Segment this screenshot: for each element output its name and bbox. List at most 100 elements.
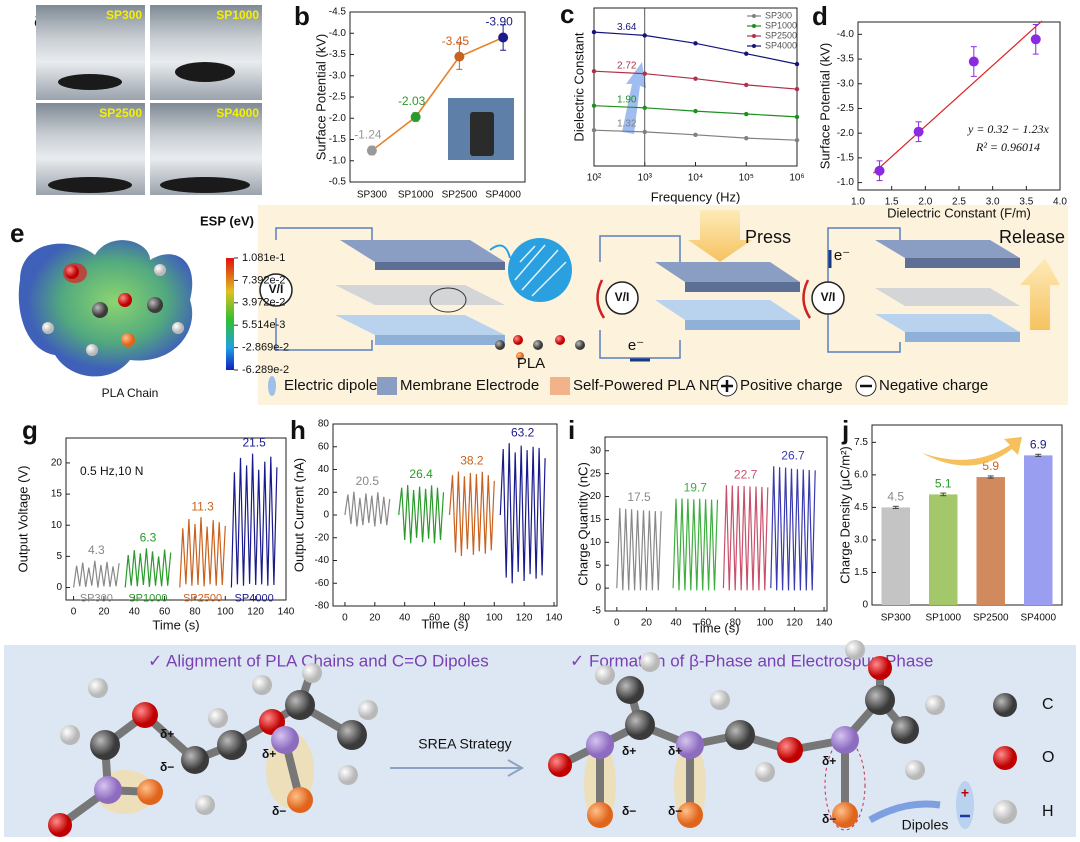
plot-frame xyxy=(857,21,1061,191)
plot-frame xyxy=(332,423,558,607)
atom xyxy=(868,656,892,680)
meter-label: V/I xyxy=(615,290,630,304)
atom xyxy=(676,731,704,759)
data-label: 5.1 xyxy=(935,476,952,490)
data-point xyxy=(498,32,509,43)
x-tick-label: 10² xyxy=(587,173,602,184)
y-axis-title: Dielectric Constant xyxy=(571,32,586,141)
colorbar-label: 5.514e-3 xyxy=(242,319,285,331)
release-arrow xyxy=(1020,258,1060,330)
y-tick-label: 0 xyxy=(56,582,62,593)
photo-sample xyxy=(160,177,250,193)
annotation: 0.5 Hz,10 N xyxy=(80,464,143,478)
atom xyxy=(252,675,272,695)
y-tick-label: -2.5 xyxy=(837,103,855,114)
x-tick-label: SP4000 xyxy=(1020,613,1056,624)
current-arrow xyxy=(596,279,606,319)
atom xyxy=(865,685,895,715)
y-tick-label: -5 xyxy=(592,606,601,617)
y-tick-label: -40 xyxy=(315,555,330,566)
atom xyxy=(616,676,644,704)
photo-label: SP2500 xyxy=(99,106,142,120)
x-tick-label: 40 xyxy=(129,607,141,618)
x-tick-label: 100 xyxy=(756,618,773,629)
plot-frame xyxy=(604,436,828,612)
data-point xyxy=(591,128,597,133)
x-tick-label: 10⁶ xyxy=(789,173,804,184)
y-tick-label: 3.0 xyxy=(854,535,868,546)
x-tick-label: SP300 xyxy=(357,190,387,201)
heading: ✓ Formation of β-Phase and Electrospun P… xyxy=(570,651,933,670)
x-tick-label: 100 xyxy=(486,613,503,624)
atom xyxy=(302,663,322,683)
peak-label: 63.2 xyxy=(511,425,535,439)
atom xyxy=(88,678,108,698)
atom xyxy=(832,802,858,828)
atom xyxy=(172,322,184,334)
atom xyxy=(338,765,358,785)
data-line xyxy=(124,548,172,588)
data-line xyxy=(770,466,816,591)
strategy-label: SREA Strategy xyxy=(418,736,511,752)
data-point xyxy=(693,132,698,138)
data-point xyxy=(794,114,800,120)
x-tick-label: 2.0 xyxy=(918,197,932,208)
data-point xyxy=(591,69,597,74)
y-axis-title: Charge Density (μC/m²) xyxy=(837,446,852,584)
panel-label: h xyxy=(290,415,306,445)
meter xyxy=(605,281,639,315)
data-point xyxy=(642,129,647,135)
atom xyxy=(831,726,859,754)
bond xyxy=(596,670,884,815)
x-tick-label: 60 xyxy=(429,613,441,624)
electrode xyxy=(685,320,800,330)
data-label: -1.24 xyxy=(354,128,382,142)
x-tick-label: 0 xyxy=(71,607,77,618)
x-tick-label: 60 xyxy=(159,607,171,618)
delta-label: δ− xyxy=(272,804,286,818)
delta-label: δ+ xyxy=(822,754,836,768)
data-line xyxy=(398,484,445,544)
x-tick-label: 1.0 xyxy=(851,197,865,208)
y-tick-label: -2.0 xyxy=(329,113,347,124)
atom xyxy=(905,760,925,780)
data-point xyxy=(454,51,465,62)
atom xyxy=(271,726,299,754)
peak-label: 11.3 xyxy=(191,499,214,513)
atom xyxy=(60,725,80,745)
x-tick-label: SP2500 xyxy=(442,190,478,201)
data-label: 1.32 xyxy=(617,119,637,130)
atom xyxy=(575,340,585,350)
panel-label: e xyxy=(10,218,24,248)
panel-label: g xyxy=(22,415,38,445)
delta-label: δ− xyxy=(160,760,174,774)
photo-grid: SP300 SP1000 SP2500 SP4000 xyxy=(36,5,262,195)
atom xyxy=(94,776,122,804)
data-label: 3.64 xyxy=(617,22,637,33)
x-tick-label: SP300 xyxy=(881,613,911,624)
y-tick-label: -4.0 xyxy=(837,29,855,40)
x-tick-label: SP2500 xyxy=(973,613,1009,624)
x-tick-label: 20 xyxy=(369,613,381,624)
legend-atom xyxy=(993,746,1017,770)
y-tick-label: -1.5 xyxy=(837,153,855,164)
atom xyxy=(625,710,655,740)
atom xyxy=(495,340,505,350)
x-tick-label: 20 xyxy=(641,618,653,629)
peak-label: 6.3 xyxy=(140,530,157,544)
press-arrow xyxy=(688,210,752,262)
fiber-hatch xyxy=(514,244,567,297)
data-point xyxy=(794,61,800,67)
y-tick-label: -1.0 xyxy=(837,177,855,188)
fit-line xyxy=(872,20,1043,174)
delta-label: δ+ xyxy=(622,744,636,758)
peak-label: 26.7 xyxy=(781,448,805,462)
x-tick-label: 10³ xyxy=(638,173,653,184)
data-point xyxy=(642,105,647,110)
y-tick-label: 20 xyxy=(51,458,63,469)
bar xyxy=(1024,455,1053,605)
atom xyxy=(337,720,367,750)
atom xyxy=(121,333,135,347)
data-point xyxy=(744,111,749,117)
y-tick-label: -2.0 xyxy=(837,128,855,139)
